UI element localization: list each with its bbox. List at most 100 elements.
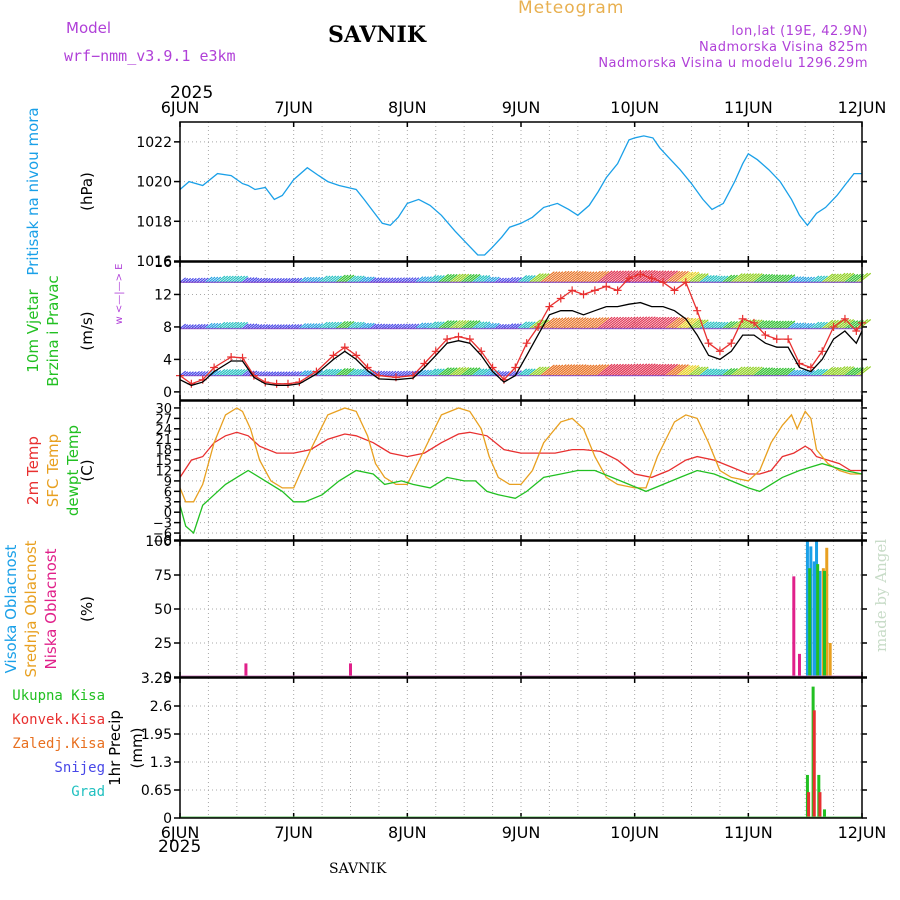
wind-barb	[259, 277, 266, 283]
wind-barb	[358, 322, 367, 330]
wind-barb	[202, 323, 209, 330]
wind-barb	[821, 366, 834, 377]
wind-barb	[819, 368, 828, 377]
wind-barb	[236, 275, 246, 283]
wind-barb	[244, 323, 252, 330]
y-tick-label: 6	[164, 485, 172, 500]
time-label-bottom: 6JUN	[161, 823, 200, 842]
wind-barb	[722, 274, 733, 283]
wind-barb	[426, 368, 437, 377]
wind-barb	[662, 270, 678, 283]
wind-barb	[580, 364, 595, 377]
wind-barb	[398, 370, 406, 377]
wind-barb	[381, 370, 388, 377]
wind-barb	[395, 323, 403, 330]
wind-barb	[554, 364, 570, 377]
wind-barb	[742, 273, 755, 283]
wind-barb	[503, 323, 510, 330]
wind-barb	[384, 370, 391, 377]
wind-barb	[693, 273, 706, 283]
bar	[816, 564, 820, 677]
wind-barb	[597, 363, 613, 377]
wind-barb	[398, 323, 406, 330]
wind-barb	[497, 277, 505, 283]
wind-barb	[713, 368, 723, 377]
wind-barb	[816, 275, 826, 283]
wind-barb	[409, 277, 417, 283]
wind-barb	[645, 316, 661, 330]
wind-barb	[335, 368, 346, 377]
wind-barb	[230, 275, 240, 283]
wind-barb	[267, 324, 274, 330]
wind-barb	[262, 371, 268, 377]
wind-barb	[452, 367, 464, 377]
wind-barb	[480, 321, 491, 330]
wind-barb	[739, 273, 752, 283]
wind-barb	[605, 270, 622, 283]
wind-barb	[344, 274, 355, 283]
wind-barb	[202, 370, 209, 377]
wind-barb	[600, 316, 616, 330]
y-tick-label: 25	[154, 636, 172, 652]
wind-barb	[688, 366, 701, 377]
wind-barb	[838, 272, 852, 283]
wind-barb	[196, 277, 203, 283]
wind-barb	[352, 321, 362, 330]
wind-barb	[333, 275, 342, 283]
panel-frame	[179, 121, 863, 262]
wind-barb	[858, 319, 872, 330]
wind-barb	[381, 323, 388, 330]
wind-barb	[333, 368, 342, 377]
wind-barb	[324, 321, 334, 330]
wind-barb	[858, 366, 872, 377]
wind-barb	[401, 370, 408, 377]
wind-barb	[276, 324, 282, 330]
y-tick-label: 1016	[136, 254, 172, 270]
wind-barb	[634, 270, 651, 283]
axis-label: 10m Vjetar	[24, 288, 42, 372]
wind-barb	[708, 368, 718, 377]
bar	[244, 663, 248, 677]
y-tick-label: 1018	[136, 214, 172, 230]
wind-barb	[611, 363, 627, 377]
wind-barb	[202, 277, 209, 283]
precip-legend-item: Konvek.Kisa	[12, 712, 105, 728]
wind-barb	[756, 367, 768, 377]
y-tick-label: 0	[163, 811, 172, 827]
wind-barb	[765, 274, 776, 283]
wind-barb	[614, 363, 630, 377]
wind-barb	[608, 363, 624, 377]
gust-marker	[840, 314, 849, 323]
wind-barb	[648, 363, 664, 377]
wind-barb	[685, 364, 700, 377]
wind-barb	[773, 367, 784, 377]
wind-barb	[625, 363, 642, 377]
wind-barb	[639, 363, 656, 377]
wind-barb	[338, 320, 349, 330]
wind-barb	[628, 316, 645, 330]
wind-barb	[293, 277, 300, 283]
wind-barb	[762, 367, 773, 377]
wind-barb	[415, 322, 424, 330]
wind-barb	[810, 321, 820, 330]
wind-barb	[711, 321, 720, 330]
wind-barb	[347, 368, 357, 377]
wind-barb	[406, 277, 414, 283]
wind-barb	[392, 277, 400, 283]
wind-barb	[756, 273, 768, 283]
wind-barb	[693, 366, 706, 377]
wind-barb	[850, 367, 862, 377]
wind-barb	[387, 370, 394, 377]
wind-barb	[421, 369, 430, 377]
elevation-info: Nadmorska Visina 825m	[699, 40, 868, 55]
wind-barb	[242, 323, 249, 330]
wind-barb	[523, 275, 533, 283]
wind-barb	[486, 276, 494, 283]
wind-barb	[219, 275, 229, 283]
wind-barb	[534, 366, 547, 377]
wind-barb	[833, 366, 846, 377]
axis-label: SFC Temp	[44, 434, 62, 507]
wind-barb	[594, 270, 610, 283]
wind-barb	[492, 322, 500, 330]
wind-barb	[344, 320, 355, 330]
